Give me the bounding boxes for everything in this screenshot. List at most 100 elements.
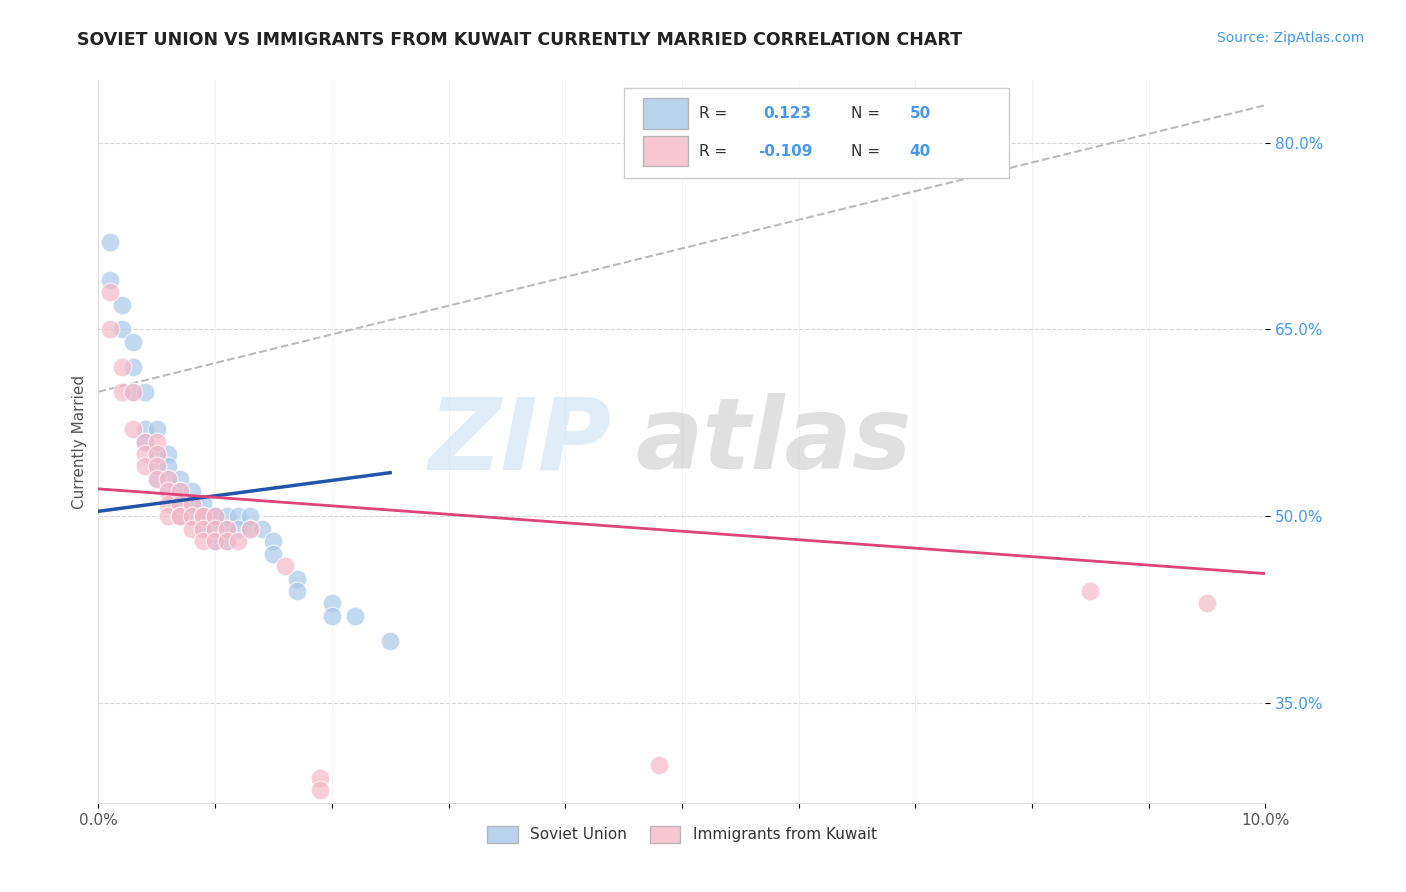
Point: [239, 522, 262, 536]
Text: Source: ZipAtlas.com: Source: ZipAtlas.com: [1216, 31, 1364, 45]
Point: [193, 522, 215, 536]
Point: [169, 484, 191, 499]
Point: [180, 484, 202, 499]
Text: ZIP: ZIP: [429, 393, 612, 490]
Point: [180, 497, 202, 511]
Point: [122, 384, 145, 399]
Point: [204, 509, 226, 524]
Point: [204, 534, 226, 549]
Point: [134, 447, 156, 461]
Point: [204, 522, 226, 536]
Point: [193, 509, 215, 524]
Point: [146, 422, 169, 436]
Point: [321, 597, 343, 611]
Point: [239, 522, 262, 536]
Point: [344, 609, 367, 624]
Point: [157, 509, 180, 524]
Text: R =: R =: [699, 106, 733, 121]
Text: R =: R =: [699, 145, 733, 160]
Y-axis label: Currently Married: Currently Married: [72, 375, 87, 508]
Point: [146, 472, 169, 486]
Point: [134, 459, 156, 474]
Point: [215, 534, 238, 549]
Legend: Soviet Union, Immigrants from Kuwait: Soviet Union, Immigrants from Kuwait: [481, 820, 883, 849]
Point: [204, 509, 226, 524]
Point: [98, 322, 121, 336]
Point: [157, 472, 180, 486]
Point: [146, 459, 169, 474]
Point: [204, 534, 226, 549]
Point: [111, 359, 134, 374]
Text: 40: 40: [910, 145, 931, 160]
Point: [146, 447, 169, 461]
Point: [262, 547, 284, 561]
Point: [157, 459, 180, 474]
Point: [134, 422, 156, 436]
Point: [180, 522, 202, 536]
Point: [228, 522, 250, 536]
Point: [1195, 597, 1218, 611]
Point: [204, 522, 226, 536]
Point: [98, 272, 121, 286]
Point: [193, 509, 215, 524]
Point: [122, 334, 145, 349]
Point: [215, 522, 238, 536]
Point: [193, 522, 215, 536]
Point: [193, 497, 215, 511]
Point: [122, 422, 145, 436]
Point: [321, 609, 343, 624]
Point: [239, 509, 262, 524]
Point: [274, 559, 297, 574]
Point: [193, 509, 215, 524]
Text: atlas: atlas: [636, 393, 911, 490]
Point: [169, 509, 191, 524]
Point: [1080, 584, 1102, 599]
Point: [111, 297, 134, 311]
Point: [180, 497, 202, 511]
Point: [122, 384, 145, 399]
Point: [169, 509, 191, 524]
Point: [169, 497, 191, 511]
Point: [228, 534, 250, 549]
Point: [180, 509, 202, 524]
Point: [157, 472, 180, 486]
Point: [309, 771, 332, 785]
Point: [146, 434, 169, 449]
Point: [169, 509, 191, 524]
Point: [111, 322, 134, 336]
Text: -0.109: -0.109: [758, 145, 813, 160]
Point: [146, 447, 169, 461]
Point: [193, 509, 215, 524]
Point: [169, 497, 191, 511]
FancyBboxPatch shape: [644, 98, 688, 128]
Point: [180, 509, 202, 524]
Point: [215, 509, 238, 524]
FancyBboxPatch shape: [644, 136, 688, 166]
Point: [122, 359, 145, 374]
Point: [215, 522, 238, 536]
Point: [193, 534, 215, 549]
Point: [285, 572, 308, 586]
Point: [169, 472, 191, 486]
Point: [262, 534, 284, 549]
Point: [180, 509, 202, 524]
FancyBboxPatch shape: [624, 87, 1008, 178]
Point: [157, 484, 180, 499]
Point: [134, 434, 156, 449]
Text: 0.123: 0.123: [763, 106, 811, 121]
Point: [98, 235, 121, 250]
Text: N =: N =: [851, 145, 884, 160]
Point: [380, 633, 402, 648]
Point: [250, 522, 273, 536]
Point: [134, 434, 156, 449]
Point: [285, 584, 308, 599]
Point: [98, 285, 121, 299]
Point: [215, 534, 238, 549]
Point: [647, 758, 669, 772]
Point: [146, 472, 169, 486]
Text: N =: N =: [851, 106, 884, 121]
Point: [157, 497, 180, 511]
Text: 50: 50: [910, 106, 931, 121]
Point: [157, 484, 180, 499]
Point: [134, 384, 156, 399]
